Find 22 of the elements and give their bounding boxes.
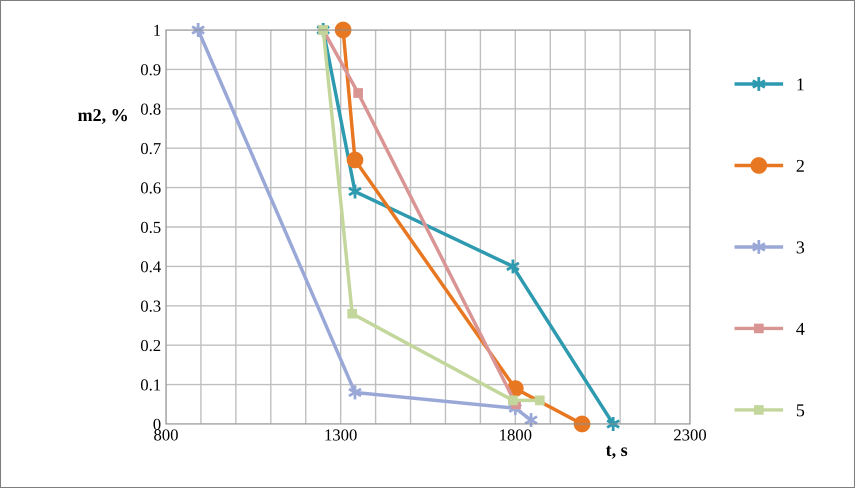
y-tick-label: 0.8 [140, 104, 161, 115]
x-tick-label: 800 [154, 429, 178, 441]
y-tick-label: 0.6 [140, 182, 161, 194]
legend-label: 1 [797, 78, 804, 90]
y-tick-label: 0.4 [140, 261, 161, 272]
x-axis-title: t, s [606, 446, 628, 459]
y-tick-label: 0 [153, 418, 161, 430]
y-tick-label: 0.1 [140, 379, 160, 391]
legend-label: 3 [796, 241, 804, 254]
x-tick-label: 1800 [500, 429, 532, 441]
y-tick-label: 0.9 [140, 64, 160, 76]
y-tick-label: 1 [154, 24, 160, 36]
y-tick-label: 0.5 [140, 222, 160, 234]
y-tick-label: 0.7 [140, 142, 161, 154]
y-axis-title: m2, % [78, 109, 128, 124]
y-tick-label: 0.2 [140, 340, 160, 352]
legend-label: 4 [796, 322, 805, 335]
x-tick-label: 2300 [674, 429, 706, 441]
y-tick-label: 0.3 [140, 300, 160, 312]
x-tick-label: 1300 [325, 429, 357, 441]
legend-label: 2 [796, 160, 804, 172]
legend-label: 5 [796, 404, 804, 416]
